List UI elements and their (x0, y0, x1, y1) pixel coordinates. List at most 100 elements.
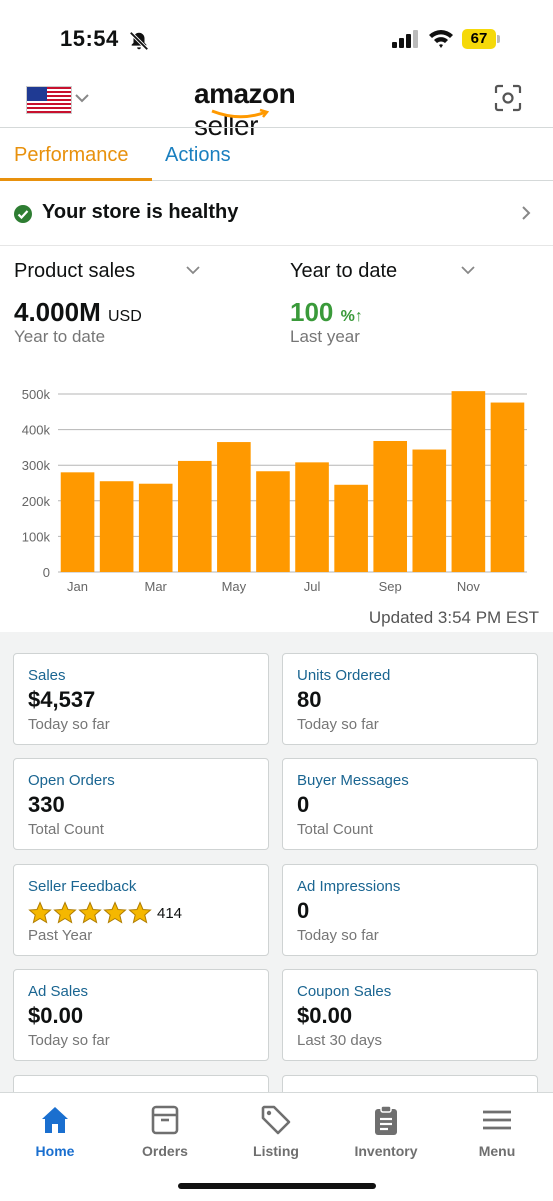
store-health-text[interactable]: Your store is healthy (42, 201, 239, 223)
battery-tip (497, 35, 500, 43)
card-subtitle: Today so far (28, 1032, 110, 1049)
nav-inventory[interactable]: Inventory (331, 1103, 441, 1159)
card-subtitle: Today so far (28, 716, 110, 733)
product-sales-chart: 0 100k 200k 300k 400k 500k Jan Mar May Jul Sep Nov (22, 387, 527, 594)
tab-active-indicator (0, 178, 152, 181)
chevron-right-icon[interactable] (520, 204, 532, 222)
y-tick-label: 100k (22, 529, 51, 544)
card-buyer-messages[interactable]: Buyer Messages 0 Total Count (282, 758, 538, 850)
card-subtitle: Total Count (297, 821, 373, 838)
chevron-down-icon[interactable] (74, 88, 90, 108)
amazon-seller-logo: amazon seller (194, 78, 296, 141)
tabs-divider (0, 180, 553, 181)
x-tick-label: Jan (67, 579, 88, 594)
tab-actions[interactable]: Actions (165, 144, 231, 166)
y-tick-label: 300k (22, 458, 51, 473)
growth-period-label: Last year (290, 327, 360, 346)
clipboard-icon (375, 1105, 397, 1135)
tab-performance[interactable]: Performance (14, 144, 129, 166)
star-icon (78, 901, 102, 924)
health-divider (0, 245, 553, 246)
period-selector[interactable]: Year to date (290, 260, 398, 282)
card-title: Seller Feedback (28, 878, 137, 895)
x-tick-label: Mar (145, 579, 168, 594)
bar-jan[interactable] (60, 472, 95, 572)
updated-timestamp: Updated 3:54 PM EST (368, 608, 539, 627)
nav-listing[interactable]: Listing (221, 1103, 331, 1159)
x-tick-label: Nov (457, 579, 481, 594)
scan-icon[interactable] (494, 84, 522, 112)
card-units-ordered[interactable]: Units Ordered 80 Today so far (282, 653, 538, 745)
card-title: Buyer Messages (297, 772, 409, 789)
cards-area: Sales $4,537 Today so far Units Ordered … (0, 632, 553, 1105)
home-indicator (178, 1183, 376, 1189)
x-tick-label: Sep (379, 579, 402, 594)
bar-nov[interactable] (451, 391, 486, 572)
bar-apr[interactable] (177, 460, 212, 572)
bell-muted-icon (129, 31, 149, 51)
chevron-down-icon[interactable] (460, 262, 476, 278)
card-ad-impressions[interactable]: Ad Impressions 0 Today so far (282, 864, 538, 956)
card-seller-feedback[interactable]: Seller Feedback 414 Past Year (13, 864, 269, 956)
card-value: 80 (297, 687, 322, 712)
bar-may[interactable] (217, 442, 251, 572)
card-title: Sales (28, 667, 66, 684)
battery-indicator: 67 (462, 29, 496, 49)
bar-mar[interactable] (138, 483, 173, 572)
y-tick-label: 500k (22, 387, 51, 402)
header-divider (0, 127, 553, 128)
nav-label: Home (35, 1143, 75, 1159)
card-value: $4,537 (28, 687, 96, 712)
card-title: Open Orders (28, 772, 115, 789)
card-sales[interactable]: Sales $4,537 Today so far (13, 653, 269, 745)
card-subtitle: Total Count (28, 821, 104, 838)
bar-oct[interactable] (412, 449, 447, 572)
card-value: 330 (28, 792, 65, 817)
sales-period-label: Year to date (14, 327, 106, 346)
chevron-down-icon[interactable] (185, 262, 201, 278)
growth-value: 100 %↑ (290, 297, 363, 327)
star-rating: 414 (28, 901, 182, 925)
wifi-icon (429, 30, 453, 48)
bar-feb[interactable] (99, 481, 134, 572)
x-tick-label: Jul (304, 579, 321, 594)
card-ad-sales[interactable]: Ad Sales $0.00 Today so far (13, 969, 269, 1061)
home-icon (42, 1107, 68, 1133)
nav-label: Listing (253, 1143, 299, 1159)
card-coupon-sales[interactable]: Coupon Sales $0.00 Last 30 days (282, 969, 538, 1061)
star-icon (128, 901, 152, 924)
bar-jul[interactable] (295, 462, 329, 572)
country-flag-us-icon[interactable] (26, 86, 72, 114)
bar-jun[interactable] (256, 471, 290, 572)
arrow-up-icon: ↑ (354, 308, 363, 325)
card-value: $0.00 (297, 1003, 353, 1028)
card-subtitle: Today so far (297, 927, 379, 944)
nav-label: Inventory (354, 1143, 418, 1159)
bar-aug[interactable] (334, 484, 368, 572)
y-tick-label: 200k (22, 494, 51, 509)
orders-icon (151, 1105, 179, 1135)
card-value: $0.00 (28, 1003, 84, 1028)
card-open-orders[interactable]: Open Orders 330 Total Count (13, 758, 269, 850)
bottom-nav: Home Orders Listing Inventory (0, 1092, 553, 1201)
nav-home[interactable]: Home (0, 1103, 110, 1159)
bar-dec[interactable] (490, 402, 525, 572)
x-tick-label: May (222, 579, 247, 594)
card-value: 0 (297, 792, 310, 817)
card-title: Units Ordered (297, 667, 391, 684)
bar-sep[interactable] (373, 440, 408, 572)
card-title: Coupon Sales (297, 983, 392, 1000)
sales-total: 4.000M USD (14, 297, 142, 327)
card-value: 0 (297, 898, 310, 923)
star-icon (53, 901, 77, 924)
tag-icon (261, 1105, 291, 1135)
card-subtitle: Today so far (297, 716, 379, 733)
nav-label: Menu (478, 1143, 516, 1159)
card-title: Ad Sales (28, 983, 89, 1000)
star-icon (103, 901, 127, 924)
nav-menu[interactable]: Menu (442, 1103, 552, 1159)
metric-selector[interactable]: Product sales (14, 260, 136, 282)
nav-orders[interactable]: Orders (110, 1103, 220, 1159)
y-tick-label: 400k (22, 423, 51, 438)
card-subtitle: Past Year (28, 927, 93, 944)
